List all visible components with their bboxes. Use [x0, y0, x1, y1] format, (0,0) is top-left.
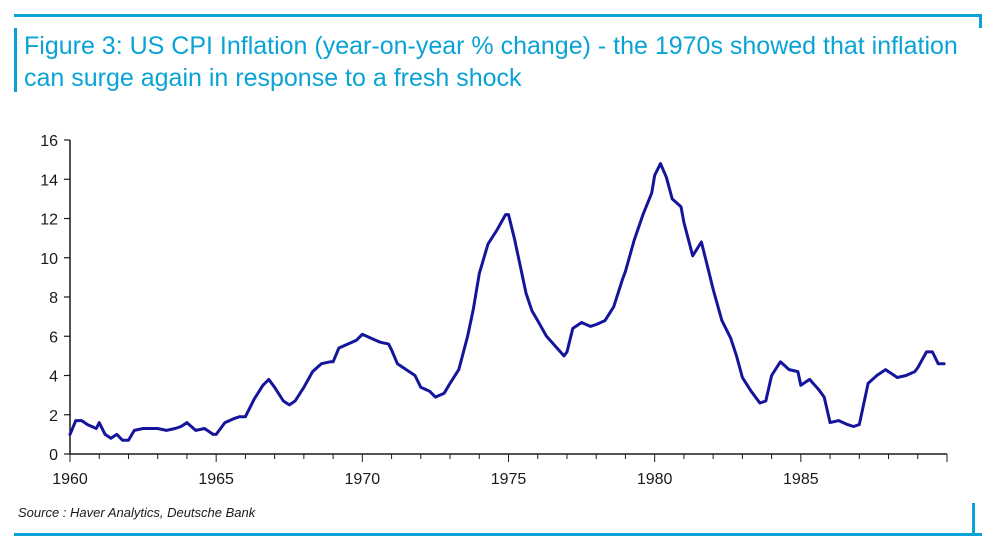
y-tick-label: 12 — [40, 212, 58, 229]
x-tick-label: 1980 — [637, 471, 673, 488]
source-note: Source : Haver Analytics, Deutsche Bank — [18, 505, 256, 520]
chart-series — [68, 162, 946, 442]
y-tick-label: 4 — [49, 369, 58, 386]
cpi-line-chart: 0 2 4 6 8 10 12 14 16 1960 1965 1970 1975 1980 1985 — [40, 133, 948, 488]
x-tick-label: 1970 — [345, 471, 381, 488]
y-tick-label: 10 — [40, 251, 58, 268]
x-tick-label: 1960 — [52, 471, 88, 488]
y-tick-label: 0 — [49, 447, 58, 464]
chart-axes — [69, 140, 947, 455]
x-axis-ticks: 1960 1965 1970 1975 1980 1985 — [52, 454, 948, 488]
series-line-cpi-inflation — [68, 162, 946, 442]
x-tick-label: 1965 — [198, 471, 234, 488]
y-tick-label: 6 — [49, 329, 58, 346]
x-tick-label: 1985 — [783, 471, 819, 488]
frame-left-rule — [14, 28, 17, 92]
y-tick-label: 14 — [40, 172, 58, 189]
frame-top-rule — [14, 14, 982, 17]
y-tick-label: 8 — [49, 290, 58, 307]
figure-title: Figure 3: US CPI Inflation (year-on-year… — [24, 32, 958, 92]
y-tick-label: 16 — [40, 133, 58, 150]
x-tick-label: 1975 — [491, 471, 527, 488]
y-tick-label: 2 — [49, 408, 58, 425]
frame-right-rule — [979, 14, 982, 28]
frame-bottom-rule — [14, 533, 982, 536]
y-axis-ticks: 0 2 4 6 8 10 12 14 16 — [40, 133, 70, 464]
frame-right-bottom-rule — [972, 503, 975, 536]
